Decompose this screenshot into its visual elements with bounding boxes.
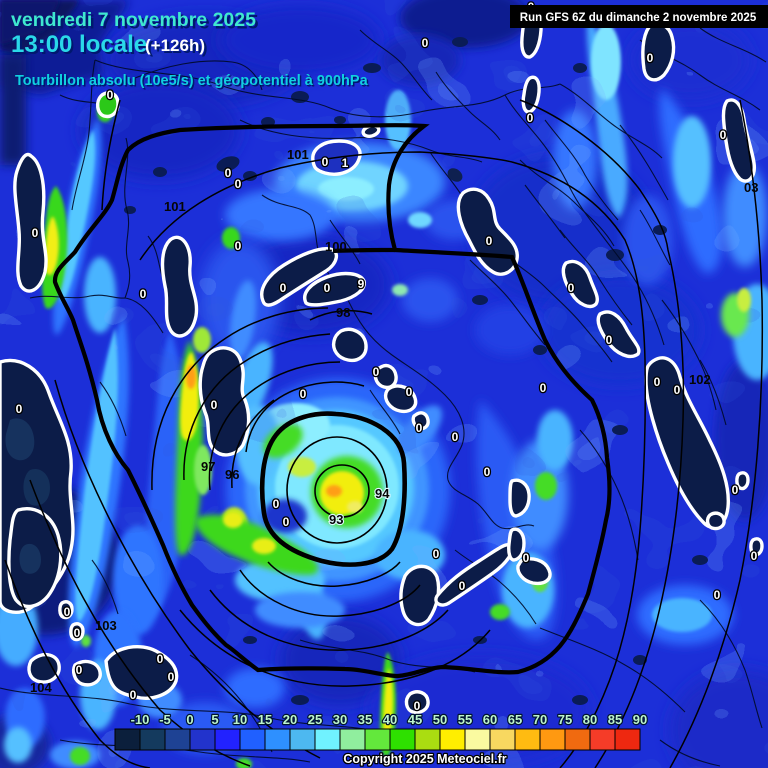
svg-text:0: 0 [414, 699, 421, 713]
svg-text:(+126h): (+126h) [145, 36, 205, 55]
svg-text:0: 0 [16, 402, 23, 416]
svg-text:0: 0 [157, 652, 164, 666]
svg-text:0: 0 [168, 670, 175, 684]
svg-text:0: 0 [422, 36, 429, 50]
svg-text:97: 97 [201, 459, 215, 474]
svg-text:45: 45 [408, 712, 422, 727]
svg-text:0: 0 [720, 128, 727, 142]
svg-text:30: 30 [333, 712, 347, 727]
svg-text:0: 0 [235, 177, 242, 191]
svg-text:-5: -5 [159, 712, 171, 727]
svg-text:70: 70 [533, 712, 547, 727]
svg-text:5: 5 [211, 712, 218, 727]
svg-text:60: 60 [483, 712, 497, 727]
svg-text:0: 0 [527, 111, 534, 125]
svg-text:55: 55 [458, 712, 472, 727]
svg-text:0: 0 [714, 588, 721, 602]
svg-text:0: 0 [186, 712, 193, 727]
svg-text:0: 0 [64, 605, 71, 619]
svg-text:1: 1 [342, 156, 349, 170]
svg-text:102: 102 [689, 372, 711, 387]
svg-text:0: 0 [324, 281, 331, 295]
svg-text:0: 0 [606, 333, 613, 347]
svg-text:0: 0 [433, 547, 440, 561]
svg-text:75: 75 [558, 712, 572, 727]
svg-text:13:00 locale: 13:00 locale [11, 31, 147, 58]
svg-text:0: 0 [452, 430, 459, 444]
svg-text:96: 96 [225, 467, 239, 482]
svg-text:Copyright 2025 Meteociel.fr: Copyright 2025 Meteociel.fr [343, 752, 506, 766]
svg-text:93: 93 [329, 512, 343, 527]
svg-text:50: 50 [433, 712, 447, 727]
svg-text:0: 0 [751, 549, 758, 563]
svg-text:0: 0 [280, 281, 287, 295]
svg-text:85: 85 [608, 712, 622, 727]
svg-text:90: 90 [633, 712, 647, 727]
svg-text:98: 98 [336, 305, 350, 320]
svg-text:65: 65 [508, 712, 522, 727]
svg-text:0: 0 [647, 51, 654, 65]
svg-text:0: 0 [76, 663, 83, 677]
svg-text:0: 0 [107, 88, 114, 102]
svg-text:0: 0 [373, 365, 380, 379]
svg-text:0: 0 [283, 515, 290, 529]
svg-text:40: 40 [383, 712, 397, 727]
svg-text:0: 0 [140, 287, 147, 301]
svg-text:0: 0 [486, 234, 493, 248]
svg-text:0: 0 [300, 387, 307, 401]
svg-text:0: 0 [523, 551, 530, 565]
svg-text:-10: -10 [131, 712, 150, 727]
svg-text:vendredi 7 novembre 2025: vendredi 7 novembre 2025 [14, 12, 259, 34]
svg-text:13:00 locale: 13:00 locale [13, 33, 149, 60]
svg-text:0: 0 [74, 626, 81, 640]
svg-text:0: 0 [130, 688, 137, 702]
svg-text:0: 0 [211, 398, 218, 412]
svg-text:0: 0 [540, 381, 547, 395]
svg-text:94: 94 [375, 486, 390, 501]
svg-text:Tourbillon absolu (10e5/s) et: Tourbillon absolu (10e5/s) et géopotenti… [17, 75, 371, 91]
svg-text:101: 101 [287, 147, 309, 162]
svg-text:35: 35 [358, 712, 372, 727]
svg-text:0: 0 [32, 226, 39, 240]
svg-text:Tourbillon absolu (10e5/s) et: Tourbillon absolu (10e5/s) et géopotenti… [15, 73, 369, 89]
svg-text:0: 0 [732, 483, 739, 497]
svg-text:0: 0 [654, 375, 661, 389]
svg-text:101: 101 [164, 199, 186, 214]
svg-text:0: 0 [225, 166, 232, 180]
svg-text:(+126h): (+126h) [148, 38, 208, 57]
svg-text:10: 10 [233, 712, 247, 727]
svg-text:25: 25 [308, 712, 322, 727]
svg-text:0: 0 [235, 239, 242, 253]
svg-text:104: 104 [30, 680, 52, 695]
svg-text:0: 0 [273, 497, 280, 511]
svg-text:9: 9 [358, 277, 365, 291]
svg-text:0: 0 [322, 155, 329, 169]
svg-text:03: 03 [744, 180, 758, 195]
svg-text:103: 103 [95, 618, 117, 633]
svg-text:0: 0 [459, 579, 466, 593]
svg-text:80: 80 [583, 712, 597, 727]
svg-text:0: 0 [484, 465, 491, 479]
svg-text:0: 0 [406, 385, 413, 399]
svg-text:15: 15 [258, 712, 272, 727]
svg-text:0: 0 [568, 281, 575, 295]
svg-text:100: 100 [325, 239, 347, 254]
svg-text:0: 0 [416, 421, 423, 435]
svg-text:20: 20 [283, 712, 297, 727]
svg-text:0: 0 [674, 383, 681, 397]
svg-text:Run GFS 6Z du dimanche 2 novem: Run GFS 6Z du dimanche 2 novembre 2025 [520, 12, 757, 24]
svg-text:vendredi 7 novembre 2025: vendredi 7 novembre 2025 [11, 9, 256, 31]
